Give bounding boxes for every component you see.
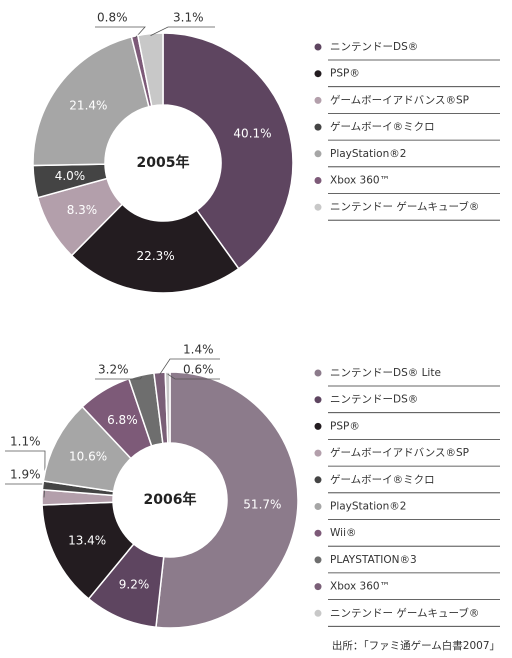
legend-label: ニンテンドーDS® Lite [330,367,441,379]
value-label: 8.3% [67,203,98,217]
chart-title: 2006年 [144,491,197,508]
legend-label: ゲームボーイ®ミクロ [330,121,435,133]
value-label: 3.1% [173,11,204,25]
legend-label: PSP® [330,68,360,80]
value-label: 10.6% [69,450,107,464]
value-label: 6.8% [107,413,138,427]
legend-swatch [314,449,322,457]
leader-line [5,483,46,498]
legend-label: ゲームボーイアドバンス®SP [330,94,469,106]
value-label: 1.9% [10,468,41,482]
legend-label: ゲームボーイアドバンス®SP [330,447,469,459]
value-label: 0.8% [97,11,128,25]
value-label: 51.7% [243,498,281,512]
legend-swatch [314,476,322,484]
value-label: 13.4% [68,534,106,548]
leader-line [150,26,215,36]
value-label: 4.0% [55,169,86,183]
legend-label: PlayStation®2 [330,501,406,513]
legend-swatch [314,609,322,617]
legend-label: PLAYSTATION®3 [330,554,417,566]
legend-label: ニンテンドー ゲームキューブ® [330,200,479,213]
legend-swatch [314,177,322,184]
value-label: 3.2% [98,363,129,377]
value-label: 22.3% [137,249,175,263]
value-label: 1.1% [10,435,41,449]
legend-label: ニンテンドーDS® [330,41,418,53]
legend-swatch [314,396,322,404]
slice [164,371,171,444]
legend-label: ニンテンドー ゲームキューブ® [330,606,479,619]
slice [32,35,150,167]
legend-swatch [314,529,322,537]
value-label: 0.6% [183,363,214,377]
leader-line [159,358,220,375]
legend-swatch [314,203,322,211]
legend-label: PlayStation®2 [330,148,406,160]
legend-swatch [314,369,322,377]
legend-label: Xbox 360™ [330,581,390,593]
legend-swatch [314,583,322,591]
value-label: 9.2% [119,578,150,592]
leader-line [95,26,146,39]
legend-label: PSP® [330,420,360,432]
leader-line [167,373,220,380]
value-label: 40.1% [233,127,271,141]
legend-label: ゲームボーイ®ミクロ [330,474,435,486]
chart-title: 2005年 [137,154,190,171]
legend-swatch [314,43,322,51]
legend-swatch [314,422,322,430]
slice [70,203,240,294]
legend-label: Xbox 360™ [330,175,390,187]
legend-swatch [314,150,322,158]
slice [162,32,294,270]
legend-label: ニンテンドーDS® [330,394,418,406]
slice [136,32,164,107]
legend-swatch [314,556,322,564]
value-label: 1.4% [183,343,214,357]
legend-swatch [314,70,322,78]
legend-swatch [314,123,322,131]
leader-line [95,376,143,380]
source: 出所：「ファミ通ゲーム白書2007」 [332,639,500,652]
legend-swatch [314,96,322,104]
value-label: 21.4% [69,98,107,112]
legend-label: Wii® [330,527,357,539]
legend-swatch [314,503,322,510]
slice [155,371,299,629]
